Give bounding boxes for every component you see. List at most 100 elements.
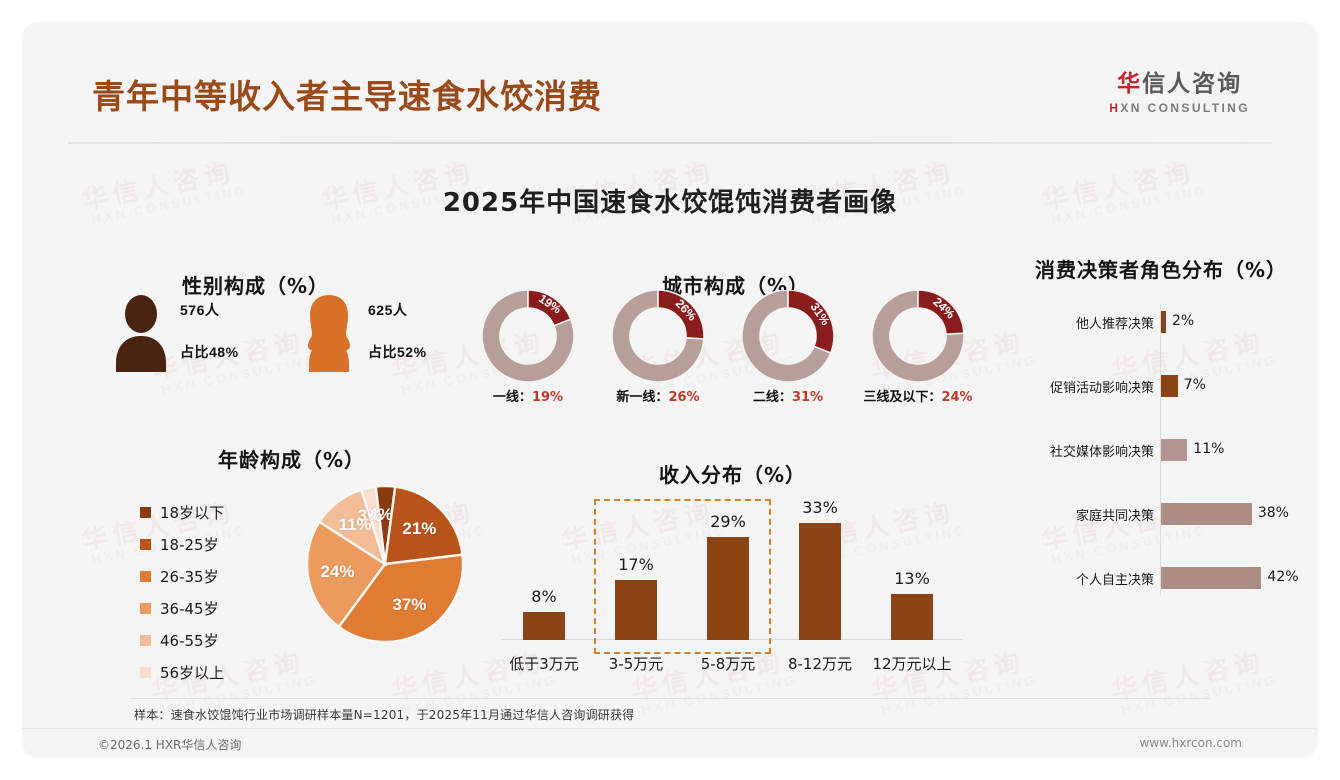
brand-logo: 华信人咨询 HXN CONSULTING (1109, 64, 1250, 115)
gender-share: 占比48% (180, 344, 239, 360)
income-value-label: 17% (618, 554, 654, 574)
income-value-label: 13% (894, 568, 930, 588)
gender-count: 576人 (180, 302, 220, 318)
copyright-text: ©2026.1 HXR华信人咨询 (98, 738, 242, 752)
income-value-label: 33% (802, 497, 838, 517)
website-url: www.hxrcon.com (1139, 736, 1242, 750)
decision-axis (1160, 304, 1161, 596)
decision-role-label: 他人推荐决策 (1075, 317, 1154, 332)
male-icon (116, 295, 166, 372)
decision-role-value: 7% (1183, 377, 1206, 393)
pie-slice-label: 37% (392, 594, 427, 614)
decision-role-bar (1161, 311, 1166, 333)
income-category-label: 低于3万元 (509, 655, 579, 673)
logo-en-rest: XN CONSULTING (1120, 101, 1250, 115)
donut-svg (611, 289, 705, 383)
decision-role-row: 社交媒体影响决策 11% (1028, 438, 1298, 464)
pie-slice-label: 24% (320, 561, 355, 581)
decision-role-row: 个人自主决策 42% (1028, 566, 1299, 592)
age-legend: 18岁以下 18-25岁 26-35岁 36-45岁 46-55岁 56岁以上 (140, 500, 224, 692)
gender-stats: 625人占比52% (368, 300, 427, 362)
donut-caption: 二线：31% (752, 390, 824, 405)
pie-slice-label: 4% (368, 504, 393, 524)
decision-role-label: 促销活动影响决策 (1049, 381, 1154, 396)
female-icon (308, 295, 350, 372)
logo-english: HXN CONSULTING (1109, 101, 1250, 115)
age-legend-item: 26-35岁 (140, 564, 224, 589)
income-highlight-box (594, 499, 771, 654)
gender-item: 576人占比48% (102, 292, 282, 382)
logo-cn-rest: 信人咨询 (1142, 70, 1243, 96)
slide-canvas: 华信人咨询 HXN CONSULTING 华信人咨询 HXN CONSULTING 华信… (22, 22, 1318, 758)
gender-count: 625人 (368, 302, 408, 318)
income-category-label: 8-12万元 (787, 655, 853, 673)
decision-role-row: 促销活动影响决策 7% (1028, 374, 1298, 400)
age-legend-item: 36-45岁 (140, 596, 224, 621)
income-bar-group: 17% (594, 502, 678, 640)
decision-role-bar (1161, 567, 1262, 589)
decision-role-chart: 他人推荐决策 2% 促销活动影响决策 7% 社交媒体影响决策 11% 家庭共同决策 38% 个人… (1028, 304, 1299, 604)
donut-svg (871, 289, 965, 383)
decision-role-label: 个人自主决策 (1075, 573, 1154, 588)
decision-role-bar (1161, 375, 1178, 397)
decision-role-bar (1161, 439, 1188, 461)
decision-role-row: 他人推荐决策 2% (1028, 310, 1298, 336)
decision-role-value: 42% (1267, 569, 1299, 585)
income-bar (523, 611, 565, 640)
age-legend-label: 26-35岁 (160, 568, 219, 586)
income-bar (707, 536, 749, 640)
pie-svg (305, 484, 465, 644)
decision-role-label: 社交媒体影响决策 (1049, 445, 1154, 460)
decision-role-value: 38% (1257, 505, 1289, 521)
income-value-label: 29% (710, 511, 746, 531)
income-category-label: 3-5万元 (608, 655, 664, 673)
legend-swatch (140, 507, 151, 518)
legend-swatch (140, 571, 151, 582)
pie-slice-label: 21% (402, 518, 437, 538)
pie-slice-label: 3% (357, 505, 383, 525)
legend-swatch (140, 635, 151, 646)
decision-role-value: 11% (1193, 441, 1225, 457)
legend-swatch (140, 539, 151, 550)
header-divider (68, 142, 1272, 144)
income-bar (891, 593, 933, 640)
slide-header: 青年中等收入者主导速食水饺消费 华信人咨询 HXN CONSULTING (22, 22, 1318, 118)
age-legend-item: 46-55岁 (140, 628, 224, 653)
age-panel-title: 年龄构成（%） (218, 448, 366, 472)
age-legend-item: 56岁以上 (140, 660, 224, 685)
decision-role-value: 2% (1172, 313, 1195, 329)
legend-swatch (140, 603, 151, 614)
income-bar-group: 33% (778, 498, 862, 640)
income-bar-group: 13% (870, 502, 954, 640)
gender-panel-title: 性别构成（%） (182, 274, 330, 298)
pie-slice-label: 11% (338, 514, 372, 534)
city-donut: 19% 一线：19% (481, 289, 575, 405)
income-category-label: 12万元以上 (872, 655, 952, 673)
donut-svg (741, 289, 835, 383)
income-value-label: 8% (531, 586, 557, 606)
logo-chinese: 华信人咨询 (1109, 64, 1250, 98)
donut-svg (481, 289, 575, 383)
city-donut: 26% 新一线：26% (611, 289, 705, 405)
city-composition-chart: 19% 一线：19% 26% 新一线：26% 31% 二线：31% 24% 三线及以下：24% (481, 289, 1002, 410)
age-legend-label: 46-55岁 (160, 632, 219, 650)
age-legend-label: 56岁以上 (160, 664, 225, 682)
age-legend-label: 18-25岁 (160, 536, 219, 554)
city-donut: 24% 三线及以下：24% (863, 289, 973, 405)
gender-share: 占比52% (368, 344, 427, 360)
note-divider (130, 698, 1210, 699)
footer-divider (22, 728, 1318, 729)
donut-caption: 三线及以下：24% (863, 390, 973, 405)
income-panel-title: 收入分布（%） (659, 463, 807, 487)
age-legend-label: 18岁以下 (160, 504, 225, 522)
donut-caption: 新一线：26% (616, 390, 700, 405)
age-pie-chart: 4% 21% 37% 24% 11% 3% (305, 484, 465, 644)
decision-role-bar (1161, 503, 1252, 525)
income-bar (799, 522, 841, 640)
age-legend-item: 18-25岁 (140, 532, 224, 557)
decision-panel-title: 消费决策者角色分布（%） (1035, 258, 1288, 282)
income-bar-chart: 8% 低于3万元 17% 3-5万元 29% 5-8万元 33% 8-12万元 13% 12万元以… (502, 492, 972, 682)
donut-caption: 一线：19% (492, 390, 564, 405)
city-donut: 31% 二线：31% (741, 289, 835, 405)
gender-composition-chart: 576人占比48% 625人占比52% (102, 292, 462, 382)
